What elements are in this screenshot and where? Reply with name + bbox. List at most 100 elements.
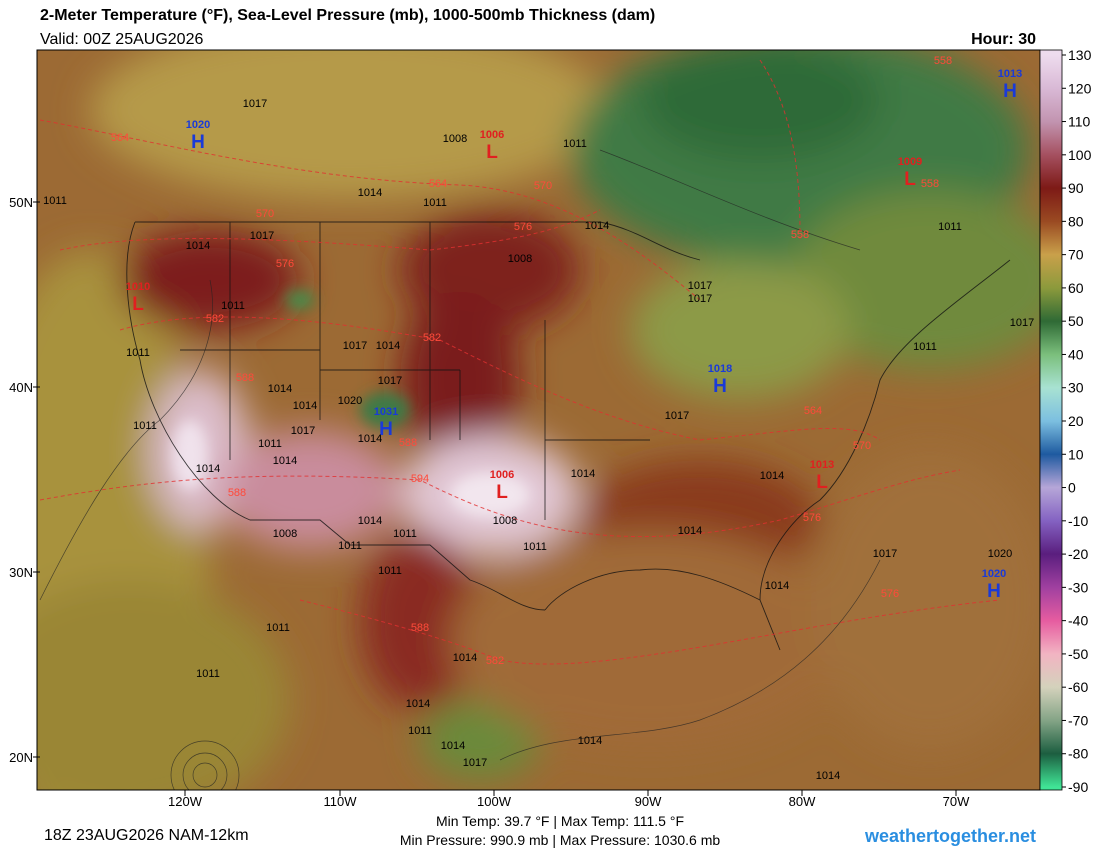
isobar-label: 1017 — [688, 293, 712, 305]
colorbar-tick-label: 0 — [1068, 480, 1076, 496]
isobar-label: 1014 — [376, 340, 400, 352]
pressure-center-symbol: L — [132, 294, 144, 315]
isobar-label: 1011 — [408, 725, 432, 737]
colorbar-tick-label: -10 — [1068, 513, 1088, 529]
latitude-label: 30N — [9, 565, 33, 580]
colorbar-tick-label: -40 — [1068, 613, 1088, 629]
colorbar-tick-label: 60 — [1068, 280, 1084, 296]
longitude-label: 110W — [324, 794, 358, 809]
isobar-label: 1011 — [196, 668, 220, 680]
thickness-label: 582 — [206, 313, 224, 325]
isobar-label: 1008 — [493, 515, 517, 527]
isobar-label: 1014 — [578, 735, 602, 747]
colorbar-tick-label: -50 — [1068, 646, 1088, 662]
isobar-label: 1011 — [43, 195, 67, 207]
colorbar-tick-label: -70 — [1068, 712, 1088, 728]
isobar-label: 1008 — [443, 133, 467, 145]
isobar-label: 1014 — [453, 652, 477, 664]
isobar-label: 1017 — [873, 548, 897, 560]
longitude-label: 90W — [635, 794, 662, 809]
isobar-label: 1017 — [343, 340, 367, 352]
pressure-center-value: 1006 — [490, 469, 514, 481]
isobar-label: 1014 — [358, 187, 382, 199]
colorbar — [1039, 49, 1063, 791]
isobar-label: 1014 — [441, 740, 465, 752]
thickness-label: 564 — [111, 132, 129, 144]
pressure-center-value: 1013 — [810, 459, 834, 471]
longitude-label: 80W — [789, 794, 816, 809]
thickness-label: 570 — [853, 440, 871, 452]
pressure-center-value: 1020 — [186, 119, 210, 131]
thickness-label: 588 — [411, 622, 429, 634]
isobar-label: 1017 — [688, 280, 712, 292]
colorbar-tick-label: 10 — [1068, 446, 1084, 462]
isobar-label: 1014 — [760, 470, 784, 482]
isobar-label: 1014 — [585, 220, 609, 232]
colorbar-tick-label: 20 — [1068, 413, 1084, 429]
site-credit: weathertogether.net — [864, 826, 1036, 846]
isobar-label: 1014 — [678, 525, 702, 537]
model-run: 18Z 23AUG2026 NAM-12km — [44, 827, 249, 844]
isobar-label: 1017 — [243, 98, 267, 110]
latitude-label: 40N — [9, 380, 33, 395]
pressure-center-value: 1009 — [898, 156, 922, 168]
isobar-label: 1011 — [133, 420, 157, 432]
isobar-label: 1011 — [266, 622, 290, 634]
isobar-label: 1017 — [1010, 317, 1034, 329]
colorbar-tick-label: -30 — [1068, 579, 1088, 595]
isobar-label: 1020 — [988, 548, 1012, 560]
colorbar-tick-label: 130 — [1068, 47, 1092, 63]
isobar-label: 1017 — [463, 757, 487, 769]
colorbar-tick-label: 30 — [1068, 380, 1084, 396]
thickness-label: 588 — [236, 372, 254, 384]
temp-range: Min Temp: 39.7 °F | Max Temp: 111.5 °F — [436, 813, 684, 829]
isobar-label: 1014 — [406, 698, 430, 710]
thickness-label: 564 — [804, 405, 822, 417]
pressure-center-value: 1018 — [708, 363, 732, 375]
thickness-label: 558 — [921, 178, 939, 190]
pressure-center-symbol: H — [379, 419, 393, 440]
thickness-label: 576 — [881, 588, 899, 600]
isobar-label: 1011 — [258, 438, 282, 450]
forecast-hour: Hour: 30 — [971, 31, 1036, 48]
colorbar-tick-label: 40 — [1068, 346, 1084, 362]
colorbar-tick-label: -80 — [1068, 746, 1088, 762]
pressure-center-value: 1013 — [998, 68, 1022, 80]
colorbar-tick-label: 70 — [1068, 247, 1084, 263]
colorbar-tick-label: 90 — [1068, 180, 1084, 196]
isobar-label: 1014 — [816, 770, 840, 782]
pressure-center-symbol: H — [987, 581, 1001, 602]
pressure-center-value: 1006 — [480, 129, 504, 141]
isobar-label: 1014 — [358, 433, 382, 445]
thickness-label: 570 — [256, 208, 274, 220]
isobar-label: 1011 — [338, 540, 362, 552]
isobar-label: 1014 — [196, 463, 220, 475]
isobar-label: 1014 — [571, 468, 595, 480]
isobar-label: 1014 — [765, 580, 789, 592]
isobar-label: 1011 — [378, 565, 402, 577]
pressure-center-symbol: H — [713, 376, 727, 397]
isobar-label: 1017 — [665, 410, 689, 422]
longitude-label: 120W — [168, 794, 203, 809]
pressure-center-value: 1010 — [126, 281, 150, 293]
thickness-label: 564 — [429, 178, 447, 190]
isobar-label: 1011 — [913, 341, 937, 353]
valid-time: Valid: 00Z 25AUG2026 — [40, 31, 203, 48]
isobar-label: 1017 — [291, 425, 315, 437]
thickness-label: 588 — [399, 437, 417, 449]
isobar-label: 1011 — [423, 197, 447, 209]
longitude-label: 100W — [477, 794, 512, 809]
pressure-center-value: 1020 — [982, 568, 1006, 580]
colorbar-tick-label: -90 — [1068, 779, 1088, 795]
isobar-label: 1014 — [268, 383, 292, 395]
pressure-center-symbol: H — [191, 132, 205, 153]
latitude-label: 20N — [9, 750, 33, 765]
colorbar-tick-label: 120 — [1068, 80, 1092, 96]
colorbar-tick-label: 110 — [1068, 114, 1091, 130]
pressure-range: Min Pressure: 990.9 mb | Max Pressure: 1… — [400, 832, 721, 848]
colorbar-tick-label: 80 — [1068, 213, 1084, 229]
isobar-label: 1014 — [293, 400, 317, 412]
isobar-label: 1011 — [523, 541, 547, 553]
colorbar-tick-label: 50 — [1068, 313, 1084, 329]
